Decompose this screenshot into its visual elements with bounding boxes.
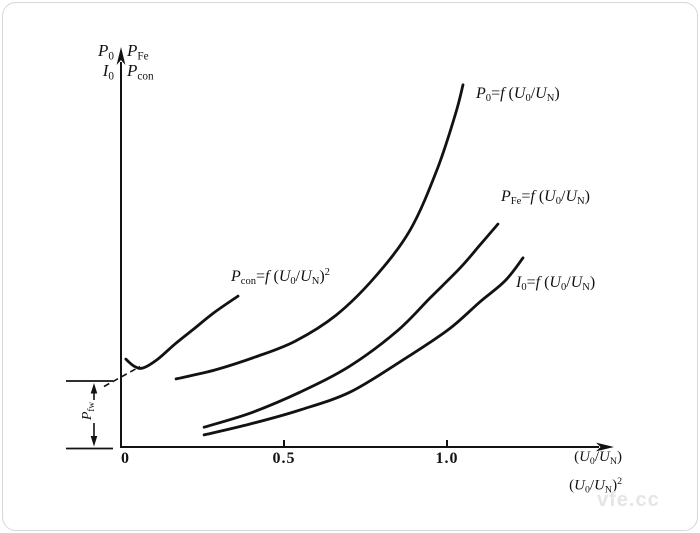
- watermark: vfe.cc: [597, 489, 660, 511]
- x-axis-title-squared: (U0/UN)2: [569, 475, 622, 496]
- pfw-arrowhead-up-icon: [90, 383, 98, 394]
- curve-i0: [202, 256, 525, 437]
- curve-pcon: [124, 294, 240, 370]
- pfw-label: Pfw: [80, 401, 96, 421]
- y-axis-label-i0: I0: [102, 61, 114, 83]
- x-axis-origin-label: 0: [121, 450, 129, 467]
- x-axis-tick-label-05: 0.5: [272, 450, 296, 467]
- x-axis-title: (U0/UN) (U0/UN)2: [530, 447, 622, 500]
- curve-label-i0: I0=f (U0/UN): [516, 274, 596, 294]
- curve-label-pfe: PFe=f (U0/UN): [501, 188, 590, 208]
- curve-p0: [174, 83, 465, 381]
- y-axis-arrowhead-icon: [116, 47, 126, 65]
- x-axis-tick-label-10: 1.0: [435, 450, 459, 467]
- y-axis-label-p0: P0: [98, 41, 114, 63]
- y-axis-label-pcon: Pcon: [127, 61, 154, 83]
- y-axis-label-pfe: PFe: [127, 41, 149, 63]
- extrapolation-dashed-line: [103, 365, 141, 388]
- x-axis-arrowhead-icon: [596, 442, 614, 452]
- pfw-arrowhead-down-icon: [90, 436, 98, 447]
- curve-pfe: [202, 222, 500, 429]
- x-axis-title-linear: (U0/UN): [574, 449, 622, 467]
- curve-label-pcon: Pcon=f (U0/UN)2: [231, 267, 330, 287]
- curve-label-p0: P0=f (U0/UN): [476, 85, 560, 105]
